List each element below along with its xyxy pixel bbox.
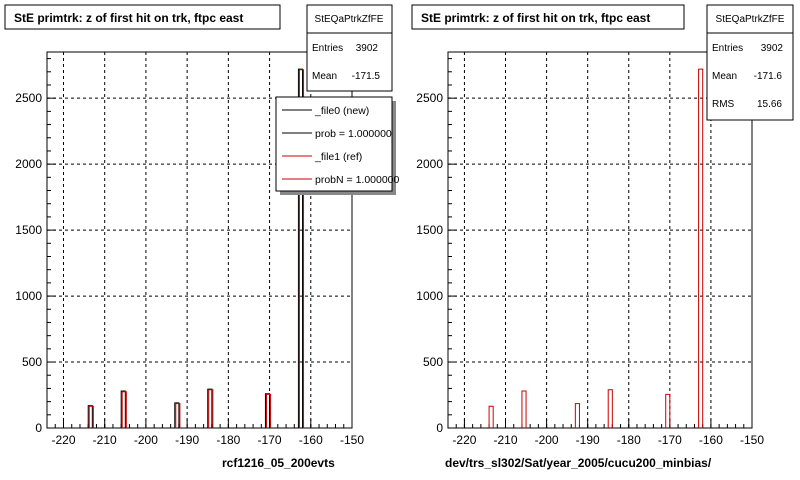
x-tick-label: -210 (493, 433, 517, 447)
left-title-box (4, 4, 281, 30)
right-stats-label: Mean (712, 71, 737, 82)
right-stats-name: StEQaPtrkZfFE (716, 14, 785, 25)
right-x-label: dev/trs_sl302/Sat/year_2005/cucu200_minb… (445, 456, 712, 470)
y-tick-label: 1500 (416, 223, 443, 237)
x-tick-label: -220 (452, 433, 476, 447)
y-tick-label: 2500 (15, 91, 42, 105)
x-tick-label: -200 (535, 433, 559, 447)
x-tick-label: -190 (576, 433, 600, 447)
left-title: StE primtrk: z of first hit on trk, ftpc… (14, 11, 243, 25)
y-tick-label: 2500 (416, 91, 443, 105)
histogram-bar (121, 391, 127, 428)
histogram-bar (88, 405, 94, 428)
x-tick-label: -150 (340, 433, 364, 447)
legend-entry: _file1 (ref) (314, 151, 362, 163)
histogram-bar (698, 68, 704, 428)
histogram-bar (207, 388, 213, 428)
y-tick-label: 2000 (416, 157, 443, 171)
y-tick-label: 2000 (15, 157, 42, 171)
legend-entry: _file0 (new) (314, 105, 369, 117)
left-stats-name: StEQaPtrkZfFE (315, 14, 384, 25)
x-tick-label: -170 (658, 433, 682, 447)
x-tick-label: -160 (699, 433, 723, 447)
left-x-label: rcf1216_05_200evts (222, 456, 335, 470)
histogram-bar (264, 393, 271, 428)
left-panel: StE primtrk: z of first hit on trk, ftpc… (4, 4, 400, 470)
x-tick-label: -180 (617, 433, 641, 447)
histogram-bar (174, 402, 180, 428)
y-tick-label: 500 (423, 355, 443, 369)
right-stats-value: 3902 (761, 43, 784, 54)
right-stats-value: 15.66 (757, 99, 782, 110)
histogram-bar (297, 68, 304, 428)
left-grid (47, 52, 352, 428)
histogram-bar (120, 390, 126, 428)
x-tick-label: -180 (216, 433, 240, 447)
histogram-bar (488, 405, 494, 428)
histogram-bar (574, 403, 580, 428)
x-tick-label: -150 (740, 433, 764, 447)
right-panel: StE primtrk: z of first hit on trk, ftpc… (411, 4, 794, 470)
right-axis-ticks: -220 -210 -200 -190 -180 -170 -160 -150 0 500 1000… (416, 58, 764, 447)
histogram-bar (298, 69, 305, 428)
legend-entry: probN = 1.000000 (315, 174, 400, 186)
histogram-bar (521, 390, 527, 428)
legend-entry: prob = 1.000000 (315, 128, 392, 140)
right-bars (488, 68, 704, 428)
left-axis-ticks: -220 -210 -200 -190 -180 -170 -160 -150 0 500 1000… (15, 58, 364, 447)
histogram-bar (175, 403, 181, 428)
y-tick-label: 500 (22, 355, 42, 369)
left-stats-value: 3902 (356, 43, 379, 54)
y-tick-label: 1000 (15, 289, 42, 303)
right-plot-frame (447, 51, 753, 429)
right-stats-box: StEQaPtrkZfFE Entries 3902 Mean -171.6 R… (706, 4, 794, 121)
x-tick-label: -170 (258, 433, 282, 447)
x-tick-label: -160 (299, 433, 323, 447)
y-tick-label: 0 (436, 421, 443, 435)
left-stats-box: StEQaPtrkZfFE Entries 3902 Mean -171.5 (306, 4, 393, 92)
right-title: StE primtrk: z of first hit on trk, ftpc… (421, 11, 650, 25)
x-tick-label: -220 (51, 433, 75, 447)
right-title-box (411, 4, 685, 30)
right-stats-label: Entries (712, 43, 743, 54)
y-tick-label: 1500 (15, 223, 42, 237)
histogram-bar (208, 389, 214, 428)
left-stats-value: -171.5 (352, 71, 381, 82)
left-bars (87, 68, 305, 428)
right-stats-label: RMS (712, 99, 735, 110)
x-tick-label: -200 (134, 433, 158, 447)
right-stats-value: -171.6 (754, 71, 783, 82)
y-tick-label: 0 (35, 421, 42, 435)
left-stats-label: Entries (312, 43, 343, 54)
histogram-bar (665, 393, 671, 428)
histogram-bar (265, 393, 272, 428)
left-stats-label: Mean (312, 71, 337, 82)
histogram-bar (607, 389, 613, 428)
histogram-bar (87, 405, 93, 428)
y-tick-label: 1000 (416, 289, 443, 303)
x-tick-label: -210 (93, 433, 117, 447)
left-legend: _file0 (new) prob = 1.000000 _file1 (ref… (275, 96, 400, 195)
right-grid (448, 52, 752, 428)
x-tick-label: -190 (175, 433, 199, 447)
